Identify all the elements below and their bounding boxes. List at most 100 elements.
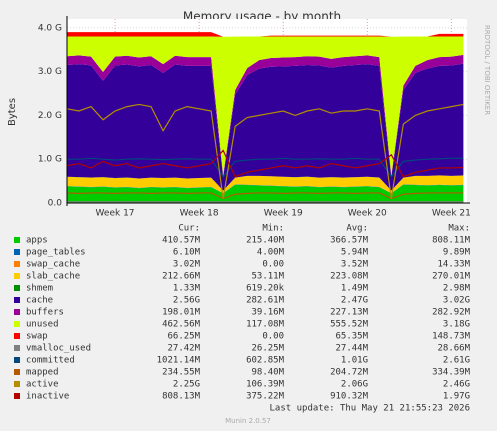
area-page-tables [67,184,464,194]
area-slab-cache [67,175,464,194]
legend-header: Avg: [346,224,368,234]
legend-stat: 910.32M [330,392,369,402]
legend: Cur: Min: Avg: Max: apps 410.57M 215.40M 366.57… [14,224,471,425]
legend-name: inactive [26,392,69,402]
legend-stat: 1.01G [341,356,368,366]
legend-swatch [14,237,20,243]
x-tick-label: Week 19 [264,209,303,219]
legend-stat: 227.13M [330,308,369,318]
y-tick-label: 4.0 G [38,23,62,33]
legend-stat: 3.02G [443,296,470,306]
legend-swatch [14,309,20,315]
legend-stat: 204.72M [330,368,369,378]
legend-stat: 223.08M [330,272,369,282]
legend-stat: 212.66M [162,272,201,282]
area-buffers [67,54,464,178]
legend-swatch [14,333,20,339]
y-axis-label: Bytes [7,98,18,126]
legend-swatch [14,285,20,291]
legend-name: swap_cache [26,260,80,270]
legend-stat: 270.01M [432,272,471,282]
legend-stat: 2.56G [173,296,200,306]
legend-name: slab_cache [26,272,80,282]
legend-stat: 1021.14M [157,356,201,366]
line-active [66,103,464,199]
legend-stat: 3.52M [341,260,369,270]
legend-stat: 808.11M [432,236,471,246]
legend-stat: 2.25G [173,380,200,390]
legend-stat: 555.52M [330,320,369,330]
legend-name: active [26,380,59,390]
legend-stat: 2.47G [341,296,368,306]
x-tick-label: Week 20 [348,209,387,219]
legend-stat: 215.40M [246,236,285,246]
footer: Munin 2.0.57 [225,417,271,425]
line-inactive [66,149,464,178]
legend-stat: 602.85M [246,356,285,366]
legend-swatch [14,357,20,363]
legend-swatch [14,393,20,399]
legend-stat: 234.55M [162,368,201,378]
legend-swatch [14,273,20,279]
legend-stat: 619.20k [246,284,285,294]
legend-stat: 53.11M [251,272,284,282]
legend-stat: 26.25M [251,344,284,354]
legend-stat: 334.39M [432,368,471,378]
line-committed [67,157,464,178]
legend-stat: 366.57M [330,236,369,246]
legend-stat: 27.44M [335,344,368,354]
legend-stat: 2.46G [443,380,470,390]
y-tick-label: 2.0 G [38,111,62,121]
legend-stat: 3.02M [173,260,201,270]
legend-stat: 148.73M [432,332,471,342]
legend-swatch [14,249,20,255]
y-tick-label: 1.0 G [38,155,62,165]
legend-stat: 9.89M [443,248,471,258]
legend-name: committed [26,356,75,366]
legend-stat: 462.56M [162,320,201,330]
legend-stat: 1.33M [173,284,201,294]
legend-stat: 5.94M [341,248,369,258]
legend-stat: 14.33M [437,260,470,270]
legend-stat: 2.98M [443,284,471,294]
legend-stat: 1.49M [341,284,369,294]
legend-stat: 98.40M [251,368,284,378]
legend-stat: 28.66M [437,344,470,354]
legend-stat: 808.13M [162,392,201,402]
legend-header: Min: [262,224,284,234]
line-mapped [66,192,464,200]
side-label: RRDTOOL / TOBI OETIKER [483,25,491,115]
legend-stat: 2.61G [443,356,470,366]
x-tick-label: Week 17 [96,209,135,219]
legend-stat: 198.01M [162,308,201,318]
axes: 0.0 1.0 G 2.0 G 3.0 G 4.0 G Week 17 Week 18 Wee… [38,16,471,219]
legend-stat: 27.42M [167,344,200,354]
legend-swatch [14,297,20,303]
legend-stat: 65.35M [335,332,368,342]
legend-stat: 2.06G [341,380,368,390]
y-tick-label: 3.0 G [38,67,62,77]
areas [67,32,464,203]
legend-stat: 0.00 [262,260,284,270]
legend-stat: 66.25M [167,332,200,342]
legend-swatch [14,321,20,327]
legend-stat: 1.97G [443,392,470,402]
legend-stat: 282.61M [246,296,285,306]
legend-stat: 4.00M [257,248,285,258]
lines [66,103,464,203]
legend-name: vmalloc_used [26,344,91,354]
legend-stat: 117.08M [246,320,285,330]
last-update: Last update: Thu May 21 21:55:23 2026 [270,404,470,414]
legend-stat: 6.10M [173,248,201,258]
legend-swatch [14,369,20,375]
legend-swatch [14,345,20,351]
area-apps [67,184,464,203]
legend-stat: 39.16M [251,308,284,318]
legend-name: mapped [26,368,59,378]
legend-stat: 375.22M [246,392,285,402]
legend-name: apps [26,236,48,246]
x-tick-label: Week 21 [432,209,471,219]
legend-header: Max: [448,224,470,234]
legend-stat: 3.18G [443,320,470,330]
